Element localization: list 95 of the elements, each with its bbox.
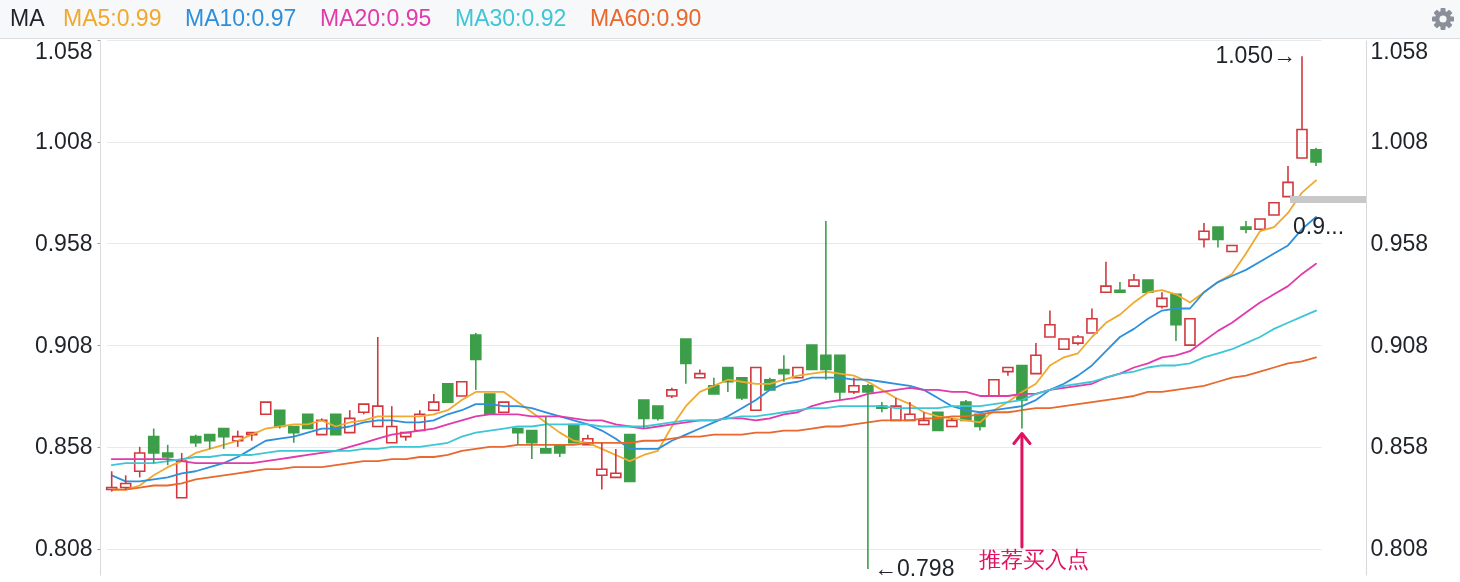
annotation: 推荐买入点 [978, 547, 1089, 572]
candlestick [1030, 342, 1042, 375]
y2-tick-label: 1.058 [1370, 37, 1429, 64]
y-tick-label: 0.808 [34, 535, 93, 562]
y-tick-label: 0.858 [34, 433, 93, 460]
candlestick [890, 397, 902, 422]
candlestick [1268, 201, 1280, 216]
candlestick [498, 401, 510, 414]
candlestick [427, 393, 440, 412]
candlestick [582, 433, 594, 446]
candlestick [946, 417, 958, 428]
candlestick [792, 366, 804, 379]
candlestick [610, 448, 622, 479]
y2-tick-label: 0.858 [1370, 433, 1429, 460]
candlestick [217, 427, 230, 450]
candlestick [1212, 226, 1224, 249]
candlestick [638, 399, 650, 430]
candlestick [441, 382, 454, 403]
candlestick [343, 409, 356, 434]
legend-title: MA [10, 5, 46, 31]
y2-tick-label: 0.808 [1370, 535, 1429, 562]
candlestick [455, 380, 468, 397]
candlestick [371, 336, 384, 428]
candlestick [1128, 273, 1140, 287]
candlestick [399, 431, 412, 442]
candlestick [540, 415, 552, 454]
candlestick [596, 441, 608, 491]
candlestick [680, 338, 692, 385]
candlestick [301, 413, 314, 430]
candlestick [315, 417, 328, 436]
candlestick [778, 354, 790, 383]
annotation: ←0.798 [873, 554, 955, 581]
candlestick [526, 429, 538, 460]
candlestick [1044, 309, 1056, 338]
candlestick [203, 433, 216, 450]
candlestick [1240, 220, 1252, 235]
y-tick-label: 1.008 [34, 128, 93, 155]
candlestick [834, 354, 846, 401]
candlestick [1002, 366, 1014, 377]
candlestick [1184, 317, 1196, 346]
candlestick [666, 387, 678, 399]
candlestick [750, 366, 762, 412]
candlestick [1114, 281, 1126, 294]
text: MA20:0.95 [320, 4, 432, 31]
candlestick [105, 470, 118, 493]
candlestick [1086, 307, 1098, 334]
annotation: 1.050→ [1215, 42, 1296, 69]
candlestick [189, 433, 202, 448]
candlestick [1226, 244, 1238, 253]
y-tick-label: 0.958 [34, 229, 93, 256]
candlestick [1296, 55, 1308, 159]
candlestick [736, 376, 748, 401]
candlestick [511, 427, 524, 446]
candlestick [231, 429, 244, 448]
candlestick [1100, 260, 1112, 294]
candlestick [1198, 222, 1210, 249]
candlestick [806, 344, 818, 371]
candlestick [1142, 279, 1154, 294]
candlestick [1072, 334, 1084, 346]
candlestick [147, 427, 160, 464]
candlestick [694, 368, 706, 379]
candlestick [1058, 338, 1070, 350]
candlestick [1282, 165, 1294, 198]
candlestick [862, 382, 874, 570]
y2-tick-label: 0.958 [1370, 229, 1429, 256]
y-tick-label: 0.908 [34, 331, 93, 358]
candlestick [988, 378, 1000, 397]
y-tick-label: 1.058 [34, 37, 93, 64]
candlestick [820, 220, 832, 381]
candlestick [848, 376, 860, 395]
y2-tick-label: 1.008 [1370, 128, 1429, 155]
y2-tick-label: 0.908 [1370, 331, 1429, 358]
text: MA60:0.90 [590, 4, 702, 31]
candlestick [357, 403, 370, 416]
candlestick [161, 444, 174, 466]
candlestick [1156, 291, 1168, 310]
candlestick [469, 332, 482, 391]
candlestick [385, 405, 398, 444]
candlestick [918, 411, 930, 426]
candlestick [259, 401, 272, 416]
candlestick [273, 409, 286, 430]
candlestick [708, 376, 720, 395]
candlestick [119, 474, 132, 491]
candlestick [1310, 147, 1322, 167]
candlestick [1170, 293, 1182, 342]
text: MA5:0.99 [63, 4, 162, 31]
candlestick [133, 446, 146, 479]
candlestick [904, 401, 916, 422]
candlestick [287, 425, 300, 444]
candlestick [1254, 218, 1266, 230]
candlestick [245, 431, 258, 442]
text: MA10:0.97 [185, 4, 297, 31]
text: MA30:0.92 [455, 4, 567, 31]
candlestick [652, 405, 664, 422]
candlestick [175, 452, 188, 499]
